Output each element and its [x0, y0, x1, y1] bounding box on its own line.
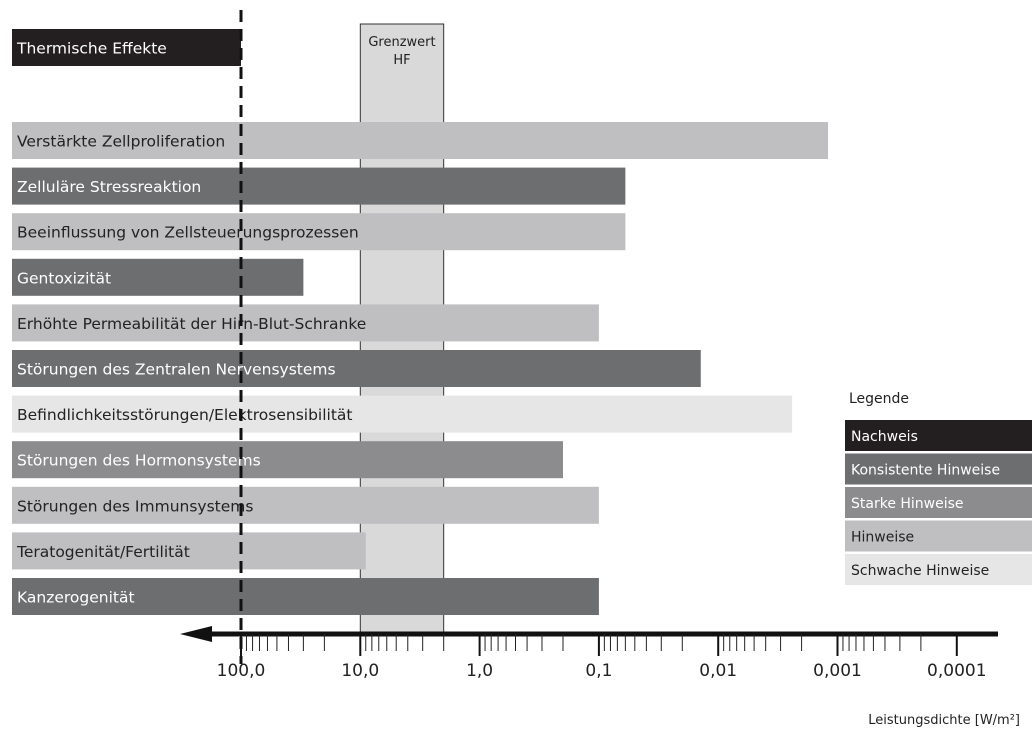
bar-row: Thermische Effekte: [12, 29, 241, 66]
legend-swatch: [845, 554, 1032, 585]
bar-label: Gentoxizität: [17, 269, 111, 287]
bars: Thermische Effekte Verstärkte Zellprolife…: [12, 29, 829, 615]
x-tick-label: 0,01: [699, 661, 737, 681]
bar: [12, 304, 599, 342]
bar: [12, 441, 563, 479]
x-tick-label: 0,1: [585, 661, 612, 681]
legend: Legende Nachweis Konsistente Hinweise Stark…: [845, 391, 1032, 585]
bar-label: Teratogenität/Fertilität: [16, 543, 190, 561]
bar-row: Teratogenität/Fertilität: [12, 532, 366, 570]
legend-label: Konsistente Hinweise: [851, 463, 1000, 479]
legend-entry: Nachweis: [845, 420, 1032, 451]
x-tick-label: 1,0: [466, 661, 493, 681]
legend-swatch: [845, 420, 1032, 451]
bar: [12, 350, 701, 387]
x-tick-label: 0,001: [813, 661, 862, 681]
bar-row: Zelluläre Stressreaktion: [12, 167, 626, 205]
bar-label: Störungen des Hormonsystems: [17, 452, 261, 470]
legend-entry: Konsistente Hinweise: [845, 453, 1032, 485]
bar: [12, 486, 599, 524]
bar: [12, 213, 626, 251]
bar: [12, 122, 829, 159]
bar-row: Störungen des Hormonsystems: [12, 441, 563, 479]
bar-row: Befindlichkeitsstörungen/Elektrosensibil…: [12, 395, 793, 433]
bar-label: Zelluläre Stressreaktion: [17, 178, 201, 196]
bar-row: Störungen des Zentralen Nervensystems: [12, 350, 701, 387]
bar-row: Beeinflussung von Zellsteuerungsprozesse…: [12, 213, 626, 251]
x-tick-label: 0,0001: [927, 661, 986, 681]
bar-row: Gentoxizität: [12, 258, 304, 296]
legend-entry: Schwache Hinweise: [845, 554, 1032, 585]
bar-label: Thermische Effekte: [16, 40, 167, 58]
bar: [12, 258, 304, 296]
bar-row: Verstärkte Zellproliferation: [12, 122, 829, 159]
legend-label: Schwache Hinweise: [851, 563, 989, 579]
x-axis-label: Leistungsdichte [W/m²]: [868, 713, 1020, 728]
legend-label: Nachweis: [851, 429, 918, 445]
bar-label: Erhöhte Permeabilität der Hirn-Blut-Schr…: [17, 315, 366, 333]
bar-label: Kanzerogenität: [17, 589, 135, 607]
bar: [12, 532, 366, 570]
bar-label: Störungen des Zentralen Nervensystems: [17, 361, 336, 379]
x-axis-arrowhead: [180, 626, 212, 642]
legend-swatch: [845, 487, 1032, 518]
bar: [12, 578, 599, 615]
x-tick-label: 100,0: [217, 661, 266, 681]
legend-swatch: [845, 453, 1032, 485]
bar-label: Verstärkte Zellproliferation: [17, 133, 225, 151]
legend-label: Hinweise: [851, 530, 914, 546]
legend-swatch: [845, 520, 1032, 552]
legend-entry: Starke Hinweise: [845, 487, 1032, 518]
bar-label: Befindlichkeitsstörungen/Elektrosensibil…: [17, 406, 352, 424]
bar: [12, 395, 793, 433]
bar: [12, 167, 626, 205]
threshold-band-label: Grenzwert: [368, 35, 435, 50]
threshold-band-label: HF: [393, 53, 410, 68]
bar-label: Störungen des Immunsystems: [17, 497, 253, 515]
legend-entry: Hinweise: [845, 520, 1032, 552]
bar: [12, 29, 241, 66]
bar-row: Kanzerogenität: [12, 578, 599, 615]
x-tick-label: 10,0: [341, 661, 379, 681]
legend-title: Legende: [849, 391, 909, 407]
bar-row: Erhöhte Permeabilität der Hirn-Blut-Schr…: [12, 304, 599, 342]
x-axis: 100,0 10,0 1,0 0,1 0,01 0,001 0,0001: [180, 626, 998, 681]
bar-label: Beeinflussung von Zellsteuerungsprozesse…: [17, 224, 359, 242]
legend-label: Starke Hinweise: [851, 496, 964, 512]
bar-row: Störungen des Immunsystems: [12, 486, 599, 524]
